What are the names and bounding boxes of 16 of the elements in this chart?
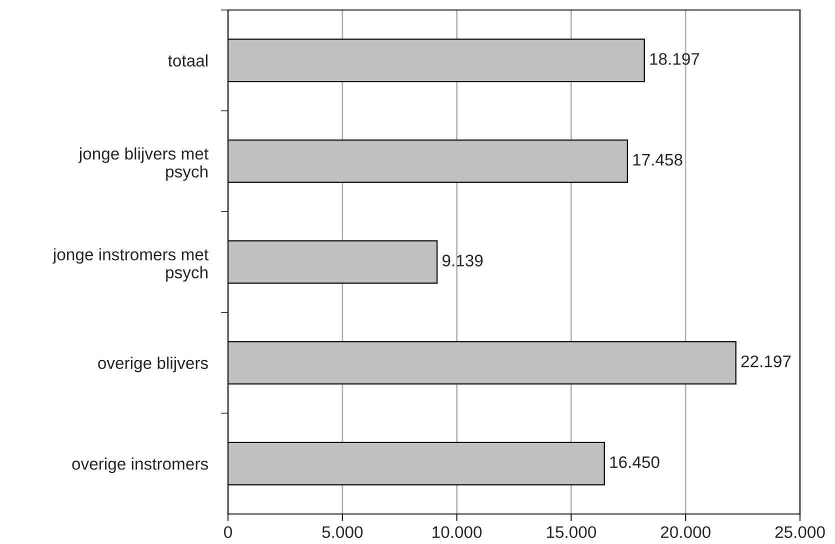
x-tick-label: 0 [224,526,232,538]
y-tick-label: totaal [168,54,208,67]
data-label: 18.197 [650,53,700,65]
y-tick-label: overige blijvers [98,356,208,372]
x-tick-label: 25.000 [775,526,825,538]
data-label: 16.450 [610,456,660,468]
y-tick-label: overige instromers [72,458,208,474]
x-tick-label: 20.000 [660,526,710,538]
data-label: 9.139 [442,254,483,266]
x-tick-label: 10.000 [432,526,482,538]
data-label: 22.197 [741,355,791,368]
x-tick-label: 15.000 [546,526,596,538]
y-tick-label: jonge blijvers met psych [78,147,208,181]
x-tick-label: 5.000 [322,526,363,538]
y-tick-label: jonge instromers met psych [52,248,208,282]
data-label: 17.458 [633,154,682,166]
